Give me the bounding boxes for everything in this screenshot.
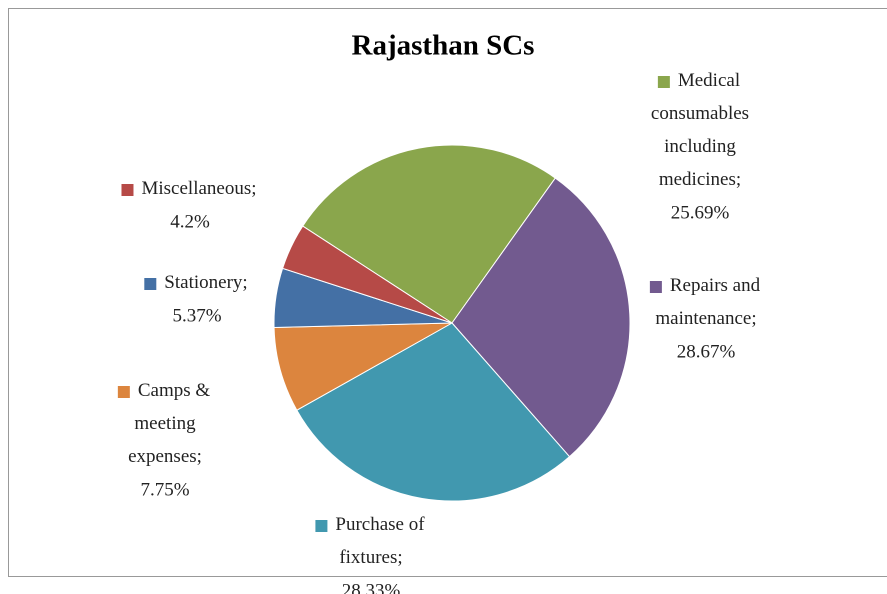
category-label: Medical consumables including medicines; [651,70,749,190]
category-label: Miscellaneous; [141,178,256,199]
legend-swatch [649,281,662,293]
pie-slice [451,177,631,458]
legend-swatch [144,278,157,290]
data-label: Miscellaneous; 4.2% [121,178,257,232]
legend-swatch [117,386,130,398]
value-label: 4.2% [170,211,210,232]
legend-swatch [657,76,670,88]
data-label: Medical consumables including medicines; 25.… [651,70,749,223]
data-label: Camps & meeting expenses; 7.75% [117,380,210,500]
category-label: Purchase of fixtures; [335,514,425,568]
value-label: 7.75% [140,479,189,500]
category-label: Camps & meeting expenses; [128,380,210,467]
data-label: Repairs and maintenance; 28.67% [649,275,761,362]
value-label: 25.69% [671,202,730,223]
value-label: 5.37% [172,305,221,326]
chart-title: Rajasthan SCs [352,30,535,62]
value-label: 28.67% [677,341,736,362]
category-label: Stationery; [164,272,247,293]
pie-slice [281,225,453,324]
legend-swatch [121,184,134,196]
legend-swatch [315,520,328,532]
pie-slice [296,322,571,502]
data-label: Stationery; 5.37% [144,272,248,326]
pie-slice [302,144,556,324]
category-label: Repairs and maintenance; [655,275,760,329]
value-label: 28.33% [342,580,401,594]
data-label: Purchase of fixtures; 28.33% [315,514,425,594]
